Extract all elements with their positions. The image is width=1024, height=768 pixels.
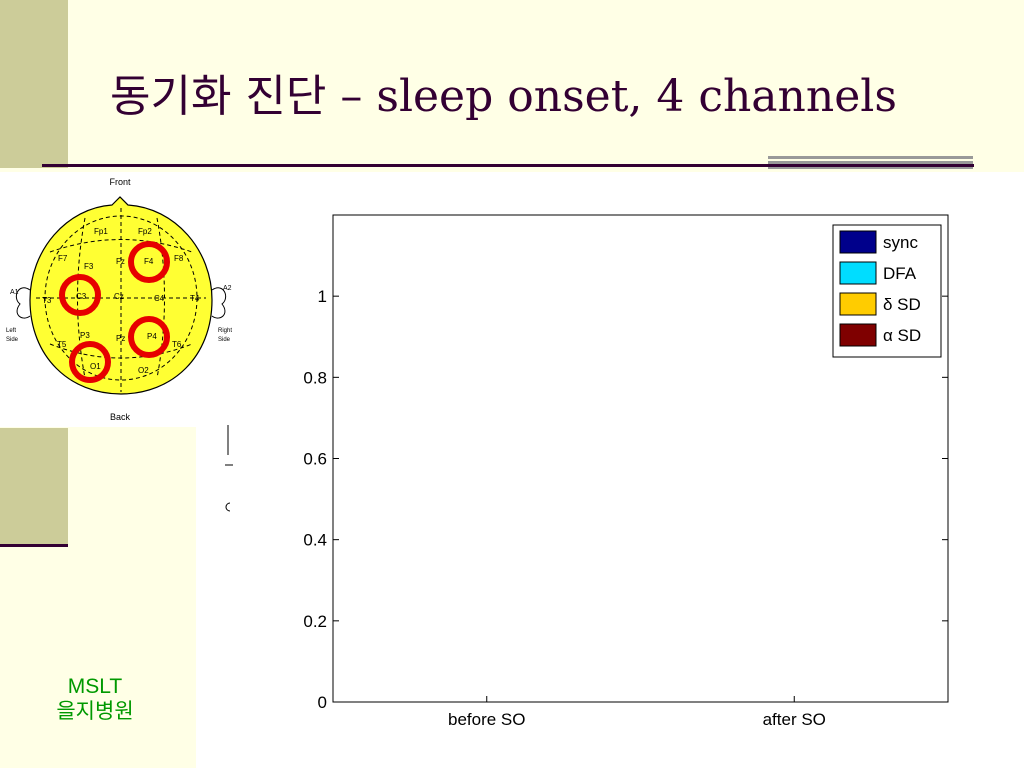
right-ear (211, 287, 227, 319)
y-tick-label: 0 (318, 693, 327, 712)
electrode-t6: T6 (172, 340, 182, 349)
electrode-p4: P4 (147, 332, 157, 341)
x-tick-label: before SO (448, 710, 526, 729)
a2-label: A2 (223, 285, 232, 292)
electrode-c4: C4 (154, 294, 165, 303)
left-decor-band (0, 0, 68, 168)
electrode-pz: Pz (116, 334, 125, 343)
electrode-cz: Cz (114, 292, 124, 301)
y-tick-label: 0.4 (303, 531, 327, 550)
ring-p4 (128, 316, 170, 358)
eeg-electrode-map: Front Back A1 A2 Left Side Right Side Fp… (6, 177, 232, 422)
left-decor-rule (0, 544, 68, 547)
electrode-t3: T3 (42, 296, 52, 305)
legend-swatch (839, 230, 877, 254)
electrode-o1: O1 (90, 362, 101, 371)
footnote-line-2: 을지병원 (56, 700, 134, 723)
legend-swatch (839, 323, 877, 347)
ring-c3 (59, 274, 101, 316)
slide-title: 동기화 진단 – sleep onset, 4 channels (110, 71, 897, 122)
bar-chart: before SO after SO 0 0.2 0.4 0.6 0.8 1 sync DFA δ… (303, 214, 949, 729)
y-tick-label: 0.2 (303, 612, 327, 631)
electrode-p3: P3 (80, 331, 90, 340)
electrode-f3: F3 (84, 262, 94, 271)
footnote: MSLT 을지병원 (20, 674, 170, 724)
electrode-o2: O2 (138, 366, 149, 375)
electrode-fp2: Fp2 (138, 227, 152, 236)
left-decor-band-lower (0, 428, 68, 546)
electrode-t4: T4 (190, 294, 200, 303)
front-label: Front (109, 177, 131, 187)
y-tick-label: 1 (318, 287, 327, 306)
legend-swatch (839, 261, 877, 285)
left-ear (15, 287, 31, 319)
legend-label: δ SD (883, 295, 921, 314)
electrode-labels: Fp1 Fp2 F7 F3 Fz F4 F8 T3 C3 Cz C4 T4 T5… (42, 227, 200, 375)
a1-label: A1 (10, 289, 19, 296)
legend-label: sync (883, 233, 918, 252)
x-tick-label: after SO (763, 710, 826, 729)
left-side-label-2: Side (6, 337, 19, 343)
legend-swatch (839, 292, 877, 316)
y-tick-label: 0.6 (303, 450, 327, 469)
title-rule-accent (768, 156, 973, 170)
highlighted-channels (59, 241, 170, 383)
chart-legend: sync DFA δ SD α SD (832, 224, 942, 358)
legend-label: DFA (883, 264, 917, 283)
electrode-fz: Fz (116, 257, 125, 266)
electrode-t5: T5 (57, 340, 67, 349)
ring-f4 (128, 241, 170, 283)
electrode-fp1: Fp1 (94, 227, 108, 236)
hidden-figure-fragment (225, 425, 233, 512)
electrode-f8: F8 (174, 254, 184, 263)
y-tick-label: 0.8 (303, 368, 327, 387)
electrode-c3: C3 (76, 292, 87, 301)
right-side-label-1: Right (218, 328, 232, 334)
back-label: Back (110, 412, 131, 422)
legend-label: α SD (883, 326, 921, 345)
left-side-label-1: Left (6, 328, 16, 334)
electrode-f4: F4 (144, 257, 154, 266)
footnote-line-1: MSLT (67, 675, 123, 698)
title-rule (42, 164, 974, 167)
electrode-f7: F7 (58, 254, 68, 263)
ring-o1 (69, 341, 111, 383)
right-side-label-2: Side (218, 337, 231, 343)
